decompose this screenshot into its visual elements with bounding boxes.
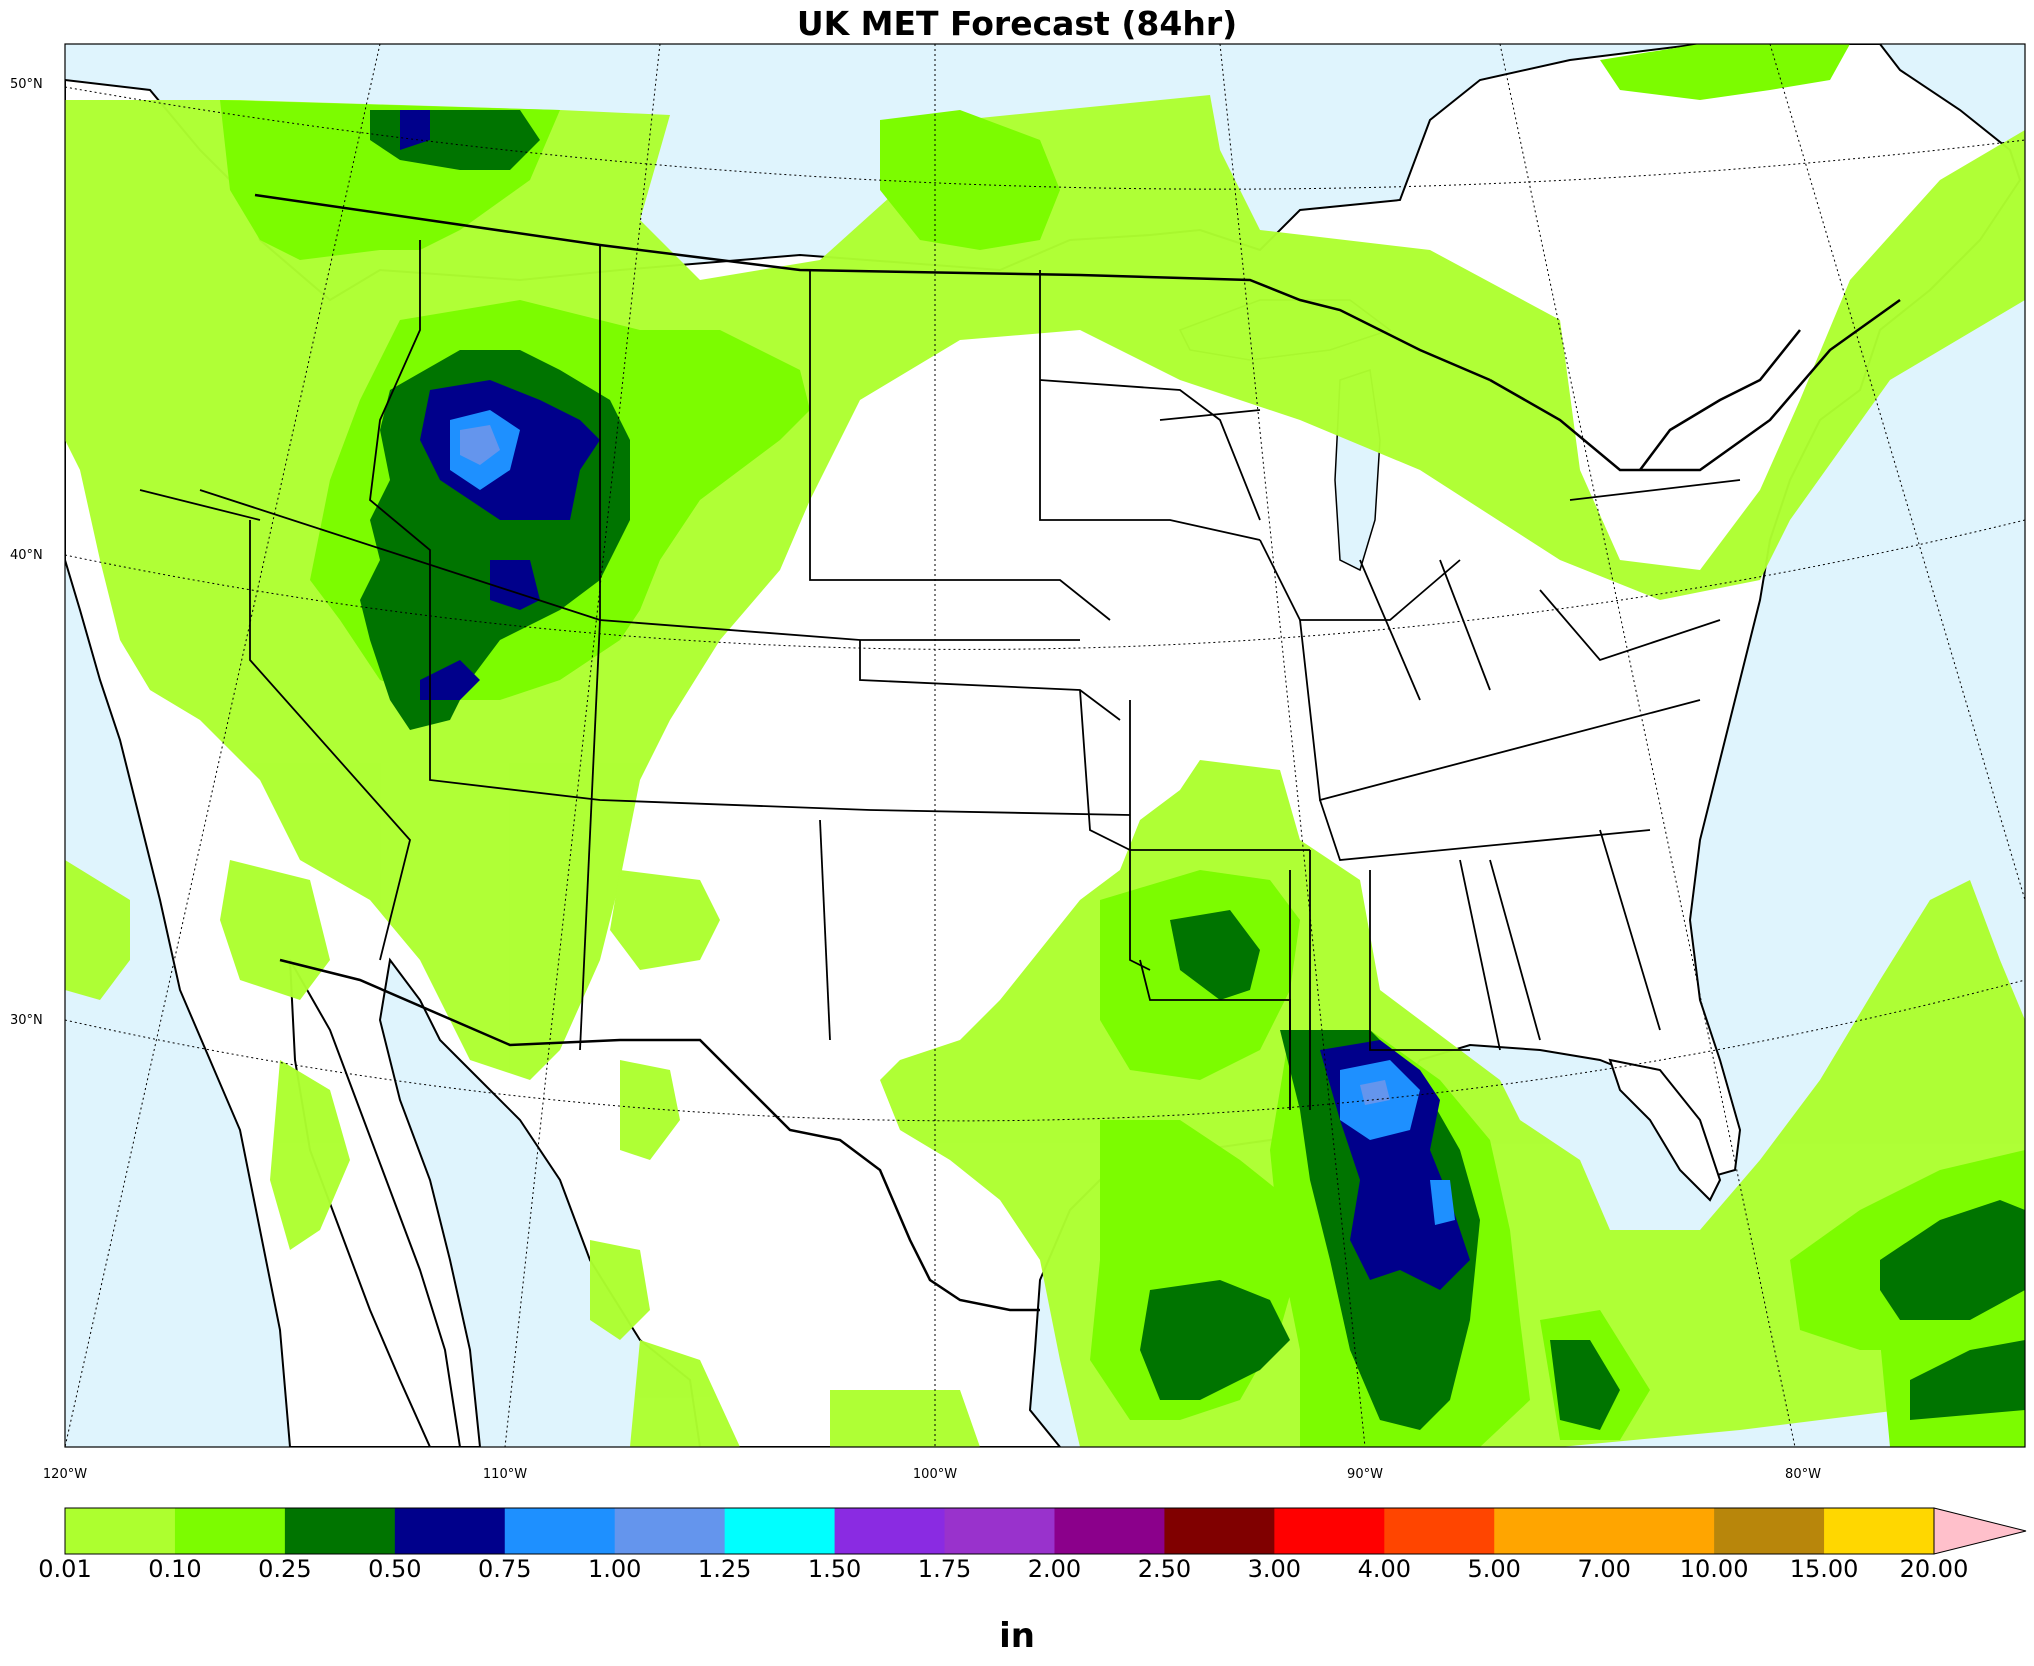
colorbar-tick-label: 20.00 (1899, 1555, 1969, 1583)
colorbar-bin (1714, 1508, 1825, 1554)
colorbar-bin (1824, 1508, 1935, 1554)
colorbar-bin (1054, 1508, 1165, 1554)
state-borders (139, 240, 1741, 1110)
precipitation-map (64, 43, 2026, 1448)
lon-label-100w: 100°W (912, 1467, 958, 1482)
colorbar-tick-label: 2.50 (1137, 1555, 1192, 1583)
colorbar-bin (1274, 1508, 1385, 1554)
lat-label-40n: 40°N (10, 548, 43, 563)
colorbar-tick-label: 1.00 (587, 1555, 642, 1583)
colorbar-tick-label: 1.25 (697, 1555, 752, 1583)
colorbar-tick-label: 2.00 (1027, 1555, 1082, 1583)
colorbar (64, 1507, 2027, 1555)
florida (1608, 1058, 1722, 1202)
colorbar-tick-label: 5.00 (1467, 1555, 1521, 1583)
colorbar-bin (834, 1508, 946, 1554)
lon-label-90w: 90°W (1347, 1467, 1383, 1482)
colorbar-bin (65, 1508, 176, 1554)
colorbar-tick-label: 1.75 (917, 1555, 972, 1583)
colorbar-extend-arrow (1933, 1507, 2027, 1555)
political-borders (254, 193, 1901, 1312)
lat-label-50n: 50°N (10, 77, 43, 92)
colorbar-bin (724, 1508, 836, 1554)
map-title: UK MET Forecast (84hr) (796, 4, 1238, 43)
colorbar-bin (284, 1508, 396, 1554)
colorbar-tick-label: 0.01 (38, 1555, 92, 1583)
colorbar-bin (1494, 1508, 1605, 1554)
colorbar-bin (504, 1508, 616, 1554)
colorbar-tick-label: 10.00 (1679, 1555, 1749, 1583)
colorbar-bin (944, 1508, 1055, 1554)
colorbar-units: in (999, 1616, 1035, 1656)
colorbar-tick-label: 1.50 (807, 1555, 862, 1583)
colorbar-tick-label: 0.10 (148, 1555, 202, 1583)
map-frame (64, 43, 2026, 1448)
colorbar-bin (394, 1508, 506, 1554)
colorbar-tick-label: 4.00 (1357, 1555, 1411, 1583)
colorbar-bin (1604, 1508, 1715, 1554)
colorbar-bin (614, 1508, 726, 1554)
colorbar-tick-label: 0.75 (478, 1555, 532, 1583)
colorbar-bin (1384, 1508, 1495, 1554)
lon-label-120w: 120°W (42, 1467, 88, 1482)
colorbar-tick-label: 0.25 (258, 1555, 312, 1583)
graticule (65, 44, 2025, 1447)
colorbar-bin (1164, 1508, 1275, 1554)
colorbar-tick-label: 15.00 (1789, 1555, 1859, 1583)
colorbar-tick-label: 0.50 (368, 1555, 422, 1583)
colorbar-bin (174, 1508, 286, 1554)
colorbar-tick-label: 3.00 (1247, 1555, 1302, 1583)
colorbar-tick-label: 7.00 (1577, 1555, 1631, 1583)
lon-label-110w: 110°W (482, 1467, 528, 1482)
lat-label-30n: 30°N (10, 1013, 43, 1028)
lon-label-80w: 80°W (1785, 1467, 1821, 1482)
